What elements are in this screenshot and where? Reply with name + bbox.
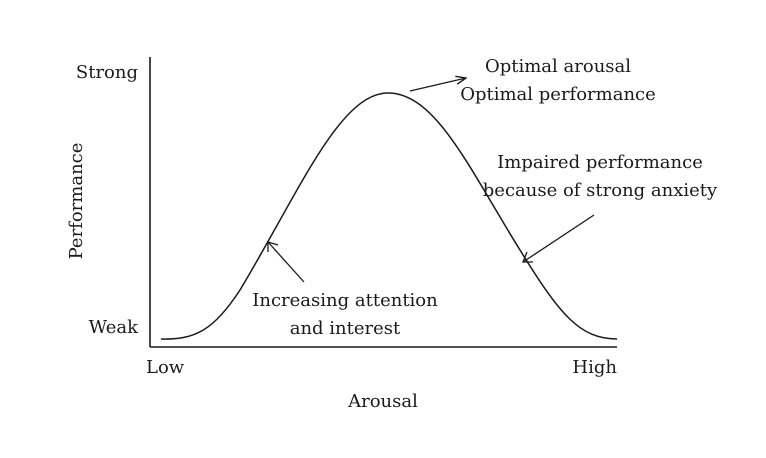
performance-curve <box>160 92 618 340</box>
rising-arrow <box>267 241 305 283</box>
rising-arrowhead <box>267 241 279 252</box>
y-axis-title: Performance <box>66 143 87 260</box>
x-tick-high: High <box>572 357 617 378</box>
y-tick-weak: Weak <box>89 317 139 338</box>
x-tick-low: Low <box>146 357 185 378</box>
falling-annotation-line1: Impaired performance <box>497 152 703 173</box>
peak-annotation-line1: Optimal arousal <box>485 56 631 77</box>
falling-annotation-line2: because of strong anxiety <box>483 180 718 201</box>
rising-annotation-line2: and interest <box>290 318 401 339</box>
peak-annotation-line2: Optimal performance <box>460 84 656 105</box>
peak-arrow <box>409 78 466 92</box>
falling-arrowhead <box>522 251 533 263</box>
falling-arrow <box>522 214 595 263</box>
x-axis-title: Arousal <box>347 391 418 412</box>
rising-annotation-line1: Increasing attention <box>252 290 438 311</box>
y-tick-strong: Strong <box>76 62 138 83</box>
